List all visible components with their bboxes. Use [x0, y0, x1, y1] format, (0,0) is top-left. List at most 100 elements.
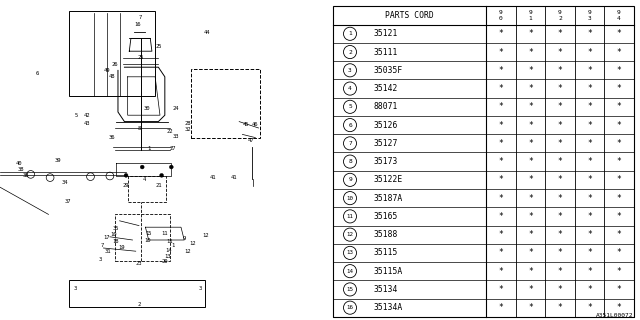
Text: *: * [616, 194, 621, 203]
Bar [191, 69, 260, 138]
Text: 40: 40 [15, 161, 22, 166]
Text: 13: 13 [164, 253, 171, 259]
Circle shape [86, 173, 94, 180]
Circle shape [106, 172, 114, 180]
Text: 7: 7 [139, 15, 142, 20]
Circle shape [124, 173, 128, 177]
Text: *: * [557, 212, 563, 221]
Text: 18: 18 [113, 239, 119, 244]
Text: 11: 11 [161, 231, 168, 236]
Text: 41: 41 [210, 175, 216, 180]
Text: 35127: 35127 [373, 139, 397, 148]
Text: 5: 5 [348, 104, 352, 109]
Text: *: * [528, 66, 533, 75]
Text: 6: 6 [348, 123, 352, 128]
Text: 16: 16 [346, 305, 353, 310]
Text: 3: 3 [588, 16, 591, 21]
Text: 0: 0 [499, 16, 503, 21]
Text: *: * [616, 303, 621, 312]
Text: A351L00072: A351L00072 [596, 313, 634, 318]
Text: 35121: 35121 [373, 29, 397, 38]
Text: *: * [587, 230, 592, 239]
Text: *: * [587, 212, 592, 221]
Text: 43: 43 [84, 121, 90, 126]
Text: 9: 9 [558, 10, 562, 15]
Text: 35035F: 35035F [373, 66, 403, 75]
Text: 9: 9 [182, 236, 186, 241]
Text: 33: 33 [173, 133, 179, 139]
Text: 7: 7 [100, 243, 104, 248]
Text: 35142: 35142 [373, 84, 397, 93]
Text: 4: 4 [142, 177, 145, 182]
Text: *: * [557, 285, 563, 294]
Text: 49: 49 [104, 68, 110, 73]
Text: *: * [616, 102, 621, 111]
Text: 7: 7 [348, 141, 352, 146]
Text: *: * [616, 139, 621, 148]
Text: 26: 26 [111, 61, 118, 67]
Text: 8: 8 [348, 159, 352, 164]
Text: *: * [616, 157, 621, 166]
Text: 25: 25 [138, 55, 144, 60]
Text: *: * [499, 230, 504, 239]
Text: 35187A: 35187A [373, 194, 403, 203]
Text: *: * [499, 139, 504, 148]
Text: 1: 1 [529, 16, 532, 21]
Text: *: * [499, 194, 504, 203]
Text: *: * [616, 84, 621, 93]
Text: *: * [587, 139, 592, 148]
Text: *: * [616, 248, 621, 257]
Text: 44: 44 [204, 29, 210, 35]
Text: *: * [557, 248, 563, 257]
Text: 39: 39 [55, 157, 61, 163]
Text: *: * [528, 248, 533, 257]
Text: 1: 1 [147, 146, 150, 151]
Text: 11: 11 [346, 214, 353, 219]
Text: *: * [587, 157, 592, 166]
Text: 13: 13 [346, 250, 353, 255]
Text: *: * [528, 29, 533, 38]
Text: 35126: 35126 [373, 121, 397, 130]
Text: 35165: 35165 [373, 212, 397, 221]
Text: *: * [528, 139, 533, 148]
Text: 12: 12 [346, 232, 353, 237]
Text: 38: 38 [22, 173, 29, 178]
Text: 35173: 35173 [373, 157, 397, 166]
Text: *: * [587, 248, 592, 257]
Text: *: * [528, 303, 533, 312]
Text: *: * [587, 29, 592, 38]
Text: 9: 9 [348, 177, 352, 182]
Text: 9: 9 [499, 10, 503, 15]
Text: 2: 2 [138, 301, 141, 307]
Text: 3: 3 [99, 257, 102, 262]
Text: 21: 21 [155, 183, 162, 188]
Text: 17: 17 [104, 235, 110, 240]
Text: 22: 22 [166, 129, 173, 134]
Text: 16: 16 [134, 21, 141, 27]
Text: 35115A: 35115A [373, 267, 403, 276]
Circle shape [159, 173, 164, 177]
Text: 12: 12 [184, 249, 191, 254]
Text: *: * [499, 157, 504, 166]
Text: 35: 35 [113, 226, 120, 231]
Text: *: * [528, 102, 533, 111]
Text: *: * [557, 194, 563, 203]
Text: *: * [616, 267, 621, 276]
Text: 27: 27 [170, 146, 176, 151]
Bar [70, 280, 205, 307]
Circle shape [27, 171, 35, 178]
Text: 45: 45 [243, 122, 249, 127]
Text: 35115: 35115 [373, 248, 397, 257]
Text: 36: 36 [108, 135, 115, 140]
Text: 12: 12 [189, 241, 196, 246]
Text: *: * [499, 48, 504, 57]
Text: *: * [616, 285, 621, 294]
Text: 3: 3 [199, 286, 202, 291]
Text: 4: 4 [348, 86, 352, 91]
Text: *: * [616, 48, 621, 57]
Text: *: * [499, 84, 504, 93]
Text: 1: 1 [172, 243, 175, 248]
Circle shape [46, 174, 54, 181]
Text: *: * [528, 194, 533, 203]
Text: PARTS CORD: PARTS CORD [385, 11, 434, 20]
